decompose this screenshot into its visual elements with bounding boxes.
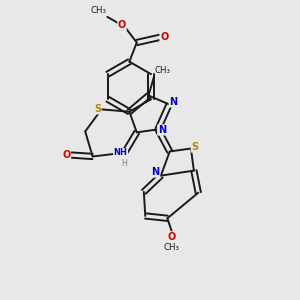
Text: N: N (158, 125, 166, 135)
Text: CH₃: CH₃ (90, 6, 106, 15)
Text: O: O (168, 232, 176, 242)
Text: S: S (94, 104, 101, 114)
Text: O: O (62, 150, 70, 160)
Text: O: O (118, 20, 126, 30)
Text: H: H (121, 159, 127, 168)
Text: CH₃: CH₃ (154, 66, 170, 75)
Text: NH: NH (114, 148, 128, 158)
Text: N: N (152, 167, 160, 177)
Text: CH₃: CH₃ (164, 243, 180, 252)
Text: N: N (169, 97, 177, 107)
Text: S: S (191, 142, 198, 152)
Text: O: O (160, 32, 168, 42)
